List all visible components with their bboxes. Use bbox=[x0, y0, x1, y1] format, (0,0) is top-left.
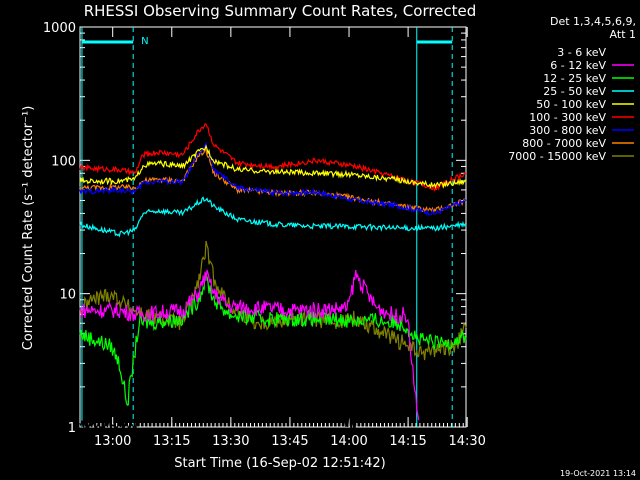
y-tick-label: 10 bbox=[59, 288, 76, 303]
plot-frame bbox=[79, 26, 467, 428]
series-line-6-12-kev bbox=[79, 269, 420, 421]
legend-label: 300 - 800 keV bbox=[529, 124, 606, 137]
legend-label: 6 - 12 keV bbox=[550, 59, 606, 72]
legend-entry: 25 - 50 keV bbox=[543, 85, 634, 98]
legend-label: 50 - 100 keV bbox=[536, 98, 606, 111]
legend-label: 12 - 25 keV bbox=[543, 72, 606, 85]
legend-entry: 3 - 6 keV bbox=[557, 46, 634, 59]
series-line-50-100-kev bbox=[79, 144, 467, 190]
legend-entry: 800 - 7000 keV bbox=[522, 137, 634, 150]
y-axis-label: Corrected Count Rate (s⁻¹ detector⁻¹) bbox=[21, 106, 36, 351]
legend-entry: 100 - 300 keV bbox=[529, 111, 634, 124]
legend-entry: 7000 - 15000 keV bbox=[508, 150, 634, 163]
chart-title: RHESSI Observing Summary Count Rates, Co… bbox=[84, 2, 477, 20]
legend-label: 100 - 300 keV bbox=[529, 111, 606, 124]
legend-label: 800 - 7000 keV bbox=[522, 137, 606, 150]
series-line-3-6-kev bbox=[79, 290, 356, 428]
y-tick-label: 1000 bbox=[43, 21, 76, 36]
series-line-300-800-kev bbox=[79, 141, 467, 216]
x-tick-label: 13:00 bbox=[94, 434, 131, 449]
legend-label: 3 - 6 keV bbox=[557, 46, 606, 59]
legend-entry: 50 - 100 keV bbox=[536, 98, 634, 111]
legend-header-line2: Att 1 bbox=[610, 28, 636, 41]
y-tick-label: 100 bbox=[51, 154, 76, 169]
timestamp: 19-Oct-2021 13:14 bbox=[560, 469, 636, 478]
x-tick-label: 14:30 bbox=[448, 434, 485, 449]
x-axis-label: Start Time (16-Sep-02 12:51:42) bbox=[174, 456, 385, 471]
x-tick-label: 13:30 bbox=[212, 434, 249, 449]
legend-entry: 300 - 800 keV bbox=[529, 124, 634, 137]
x-tick-label: 14:00 bbox=[330, 434, 367, 449]
legend-entry: 12 - 25 keV bbox=[543, 72, 634, 85]
x-tick-label: 14:15 bbox=[389, 434, 426, 449]
night-marker-label: N bbox=[141, 36, 148, 47]
x-tick-label: 13:45 bbox=[271, 434, 308, 449]
legend-label: 7000 - 15000 keV bbox=[508, 150, 606, 163]
legend-entry: 6 - 12 keV bbox=[550, 59, 634, 72]
x-tick-label: 13:15 bbox=[153, 434, 190, 449]
legend-header-line1: Det 1,3,4,5,6,9, bbox=[550, 15, 636, 28]
series-line-12-25-kev bbox=[79, 273, 467, 406]
legend-label: 25 - 50 keV bbox=[543, 85, 606, 98]
series-line-7000-15000-kev bbox=[79, 240, 467, 361]
y-tick-label: 1 bbox=[68, 421, 76, 436]
series-line-25-50-kev bbox=[79, 196, 467, 238]
